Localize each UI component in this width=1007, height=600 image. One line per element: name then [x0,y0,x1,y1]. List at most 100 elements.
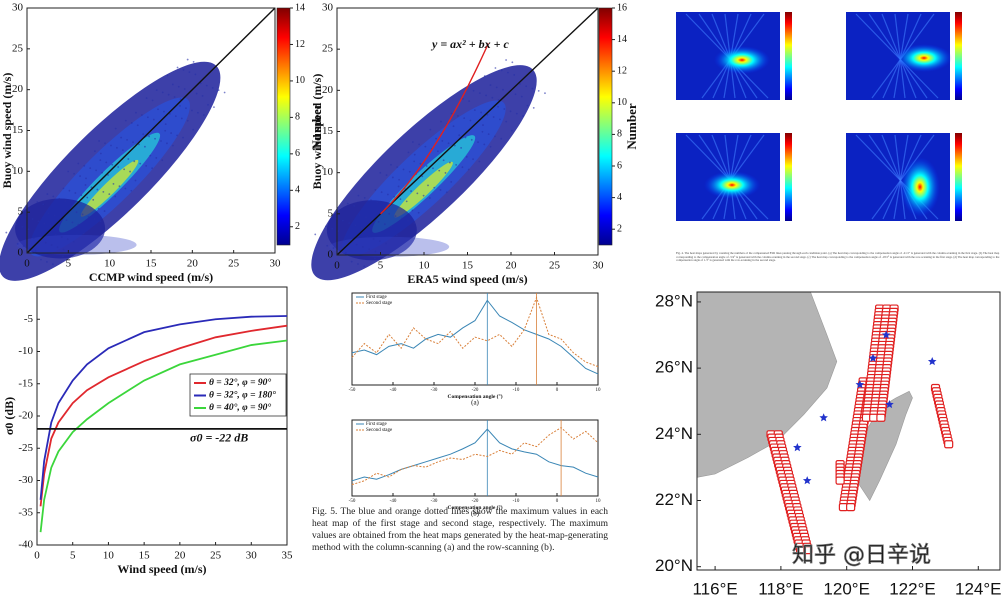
scatter-speck [425,165,428,167]
scatter-speck [104,142,106,145]
scatter-speck [441,140,444,142]
x-tick-label: 25 [210,550,222,562]
scatter-speck [519,83,521,85]
scatter-speck [97,207,100,210]
scatter-speck [502,88,504,91]
scatter-speck [505,59,507,61]
x-tick-label: 5 [66,258,72,270]
x-tick-label: 15 [139,550,151,562]
scatter-speck [65,219,68,222]
x-tick-label: 30 [593,260,605,272]
scatter-speck [450,181,453,183]
scatter-speck [148,135,150,138]
scatter-speck [47,212,50,215]
x-tick-label: 5 [378,260,384,272]
y-axis-label: Buoy wind speed (m/s) [0,73,14,189]
scatter-speck [188,71,191,74]
x-tick-label: 10 [596,499,602,504]
scatter-speck [332,247,335,249]
y-tick-label: 0 [18,247,24,259]
scatter-speck [110,144,112,147]
x-tick-label: 0 [334,260,340,272]
scatter-speck [151,99,154,102]
x-axis-label: Wind speed (m/s) [117,562,206,576]
x-tick-label: 30 [270,258,282,270]
scatter-speck [62,255,64,258]
scatter-speck [68,189,71,192]
y-tick-label: 25 [12,42,24,54]
scatter-speck [407,151,410,154]
scatter-speck [481,130,484,133]
x-tick-label: -10 [513,388,520,393]
scatter-speck [196,111,199,114]
scatter-speck [445,191,448,194]
colorbar-tick-label: 10 [295,75,305,86]
figure-5-caption-box: Fig. 5. The blue and orange dotted lines… [312,507,608,553]
scatter-speck [368,248,371,251]
scatter-speck [86,196,89,199]
scatter-speck [44,241,47,244]
scatter-speck [129,170,131,173]
scatter-speck [372,238,375,240]
scatter-speck [126,138,128,141]
scatter-speck [22,245,25,247]
scatter-speck [439,189,442,191]
heat-map-colorbar [955,133,962,221]
scatter-speck [428,197,431,199]
scatter-speck [136,124,139,127]
scatter-speck [440,120,442,123]
colorbar [276,7,291,246]
colorbar-tick-label: 14 [295,2,305,13]
y-axis-label: σ0 (dB) [2,397,16,435]
scatter-speck [485,94,487,97]
scatter-speck [408,170,411,173]
scatter-speck [419,162,422,165]
scatter-speck [64,200,67,202]
scatter-speck [386,193,389,196]
scatter-speck [437,150,439,153]
scatter-speck [338,249,341,252]
scatter-speck [213,106,215,109]
land-mainland [696,291,838,478]
x-tick-label: -30 [431,388,438,393]
scatter-speck [487,133,490,135]
scatter-speck [205,84,208,87]
scatter-speck [179,105,181,107]
x-tick-label: -40 [390,388,397,393]
heat-map-streak [894,134,906,220]
scatter-speck [133,160,136,163]
scatter-speck [433,186,436,189]
y-tick-label: 15 [322,125,334,137]
colorbar-tick-label: 2 [295,221,300,232]
scatter-speck [83,164,86,167]
scatter-speck [353,205,355,207]
y-tick-label: 30 [12,2,24,14]
scatter-speck [363,265,366,268]
panel-label: (b) [471,510,480,518]
scatter-speck [28,247,31,250]
y-tick-label: 30 [322,2,334,14]
scatter-speck [500,137,503,140]
scatter-speck [461,97,464,100]
scatter-speck [410,190,412,192]
x-tick-label: 10 [419,260,431,272]
y-tick-label: -35 [18,506,33,518]
scatter-speck [398,178,401,181]
y-tick-label: -10 [18,345,33,357]
legend-label: First stage [366,295,387,300]
scatter-speck [103,210,106,212]
scatter-speck [87,215,90,218]
scatter-speck [40,258,42,261]
scatter-speck [477,141,479,144]
scatter-speck [168,112,171,115]
plot-frame [351,419,599,497]
scatter-speck [192,60,195,63]
scatter-speck [99,159,102,162]
scatter-speck [465,155,468,158]
scatter-speck [121,149,124,152]
x-tick-label: 0 [556,388,559,393]
scatter-speck [174,115,177,118]
y-tick-label: -20 [18,410,33,422]
scatter-speck [66,238,69,241]
x-tick-label: -40 [390,499,397,504]
